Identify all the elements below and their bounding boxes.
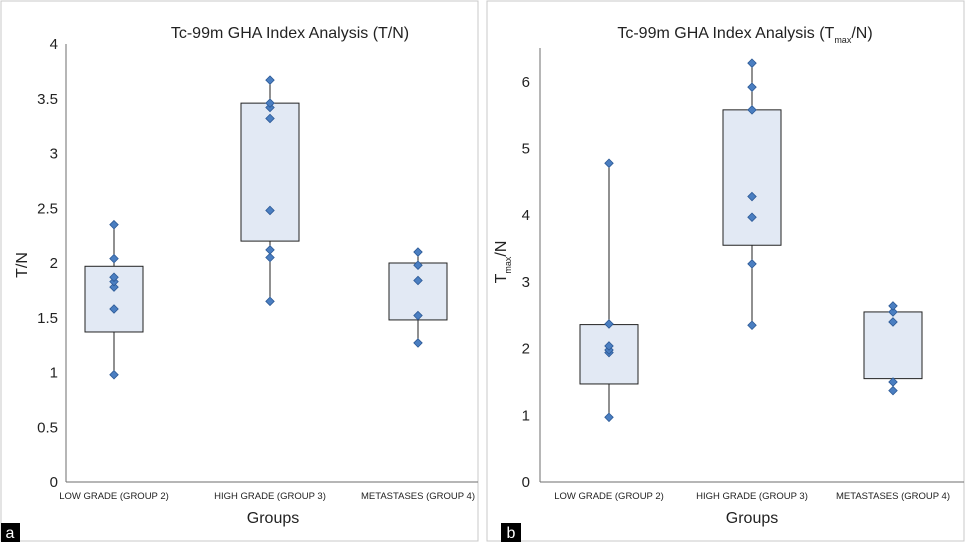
panel-b-y-title-end: /N	[493, 241, 510, 257]
panel-b-y-axis-title: Tmax/N	[493, 241, 513, 284]
data-point	[109, 304, 119, 314]
panel-a-y-axis-title: T/N	[14, 252, 31, 278]
y-tick-label: 0.5	[37, 419, 58, 436]
panel-a-y-ticks: 0 0.5 1 1.5 2 2.5 3 3.5 4	[37, 36, 58, 491]
data-point	[413, 247, 423, 257]
panel-b-y-ticks: 0 1 2 3 4 5 6	[522, 74, 530, 491]
panel-a: Tc-99m GHA Index Analysis (T/N) T/N Grou…	[0, 0, 479, 542]
data-point	[604, 341, 614, 351]
box	[240, 102, 300, 242]
data-point	[747, 58, 757, 68]
data-point	[747, 191, 757, 202]
y-tick-label: 4	[50, 36, 58, 53]
panel-b-title: Tc-99m GHA Index Analysis (Tmax/N)	[617, 25, 872, 45]
panel-b-tag-background	[501, 523, 521, 542]
panel-b-x-axis-title: Groups	[726, 510, 778, 527]
data-point	[413, 310, 423, 321]
panel-b-frame	[486, 0, 965, 542]
panel-b-title-end: /N)	[851, 25, 872, 42]
y-tick-label: 0	[50, 474, 58, 491]
data-point	[265, 205, 275, 216]
data-point	[265, 296, 275, 307]
data-point	[109, 219, 119, 230]
data-point	[265, 98, 275, 108]
box-group	[240, 75, 300, 307]
data-point	[888, 385, 898, 396]
data-point	[413, 338, 423, 348]
box-group	[388, 247, 448, 348]
y-tick-label: 3.5	[37, 91, 58, 108]
data-point	[265, 75, 275, 85]
y-tick-label: 2	[50, 255, 58, 272]
data-point	[413, 275, 423, 286]
data-point	[604, 412, 614, 423]
panel-b-y-title-main: T	[493, 273, 510, 283]
data-point	[747, 105, 757, 115]
category-label: METASTASES (GROUP 4)	[836, 491, 950, 502]
category-label: METASTASES (GROUP 4)	[361, 491, 475, 502]
data-point	[888, 307, 898, 317]
data-point	[747, 259, 757, 269]
data-point	[265, 245, 275, 255]
data-point	[604, 158, 614, 168]
panel-b-tag: b	[507, 525, 516, 542]
y-tick-label: 1.5	[37, 310, 58, 327]
y-tick-label: 3	[50, 146, 58, 163]
data-point	[413, 260, 423, 270]
box-group	[84, 219, 144, 380]
y-tick-label: 3	[522, 274, 530, 291]
box	[388, 262, 448, 321]
category-label: HIGH GRADE (GROUP 3)	[696, 491, 808, 502]
panel-a-title: Tc-99m GHA Index Analysis (T/N)	[171, 25, 409, 42]
y-tick-label: 4	[522, 207, 530, 224]
data-point	[888, 317, 898, 327]
panel-b: Tc-99m GHA Index Analysis (Tmax/N) Tmax/…	[486, 0, 965, 542]
y-tick-label: 1	[522, 407, 530, 424]
panel-b-plot-area	[579, 58, 923, 423]
y-tick-label: 2	[522, 341, 530, 358]
box	[722, 109, 782, 246]
panel-a-tag-background	[1, 523, 20, 542]
panel-a-tag: a	[6, 525, 15, 542]
box-group	[863, 301, 923, 396]
data-point	[604, 319, 614, 329]
category-label: LOW GRADE (GROUP 2)	[59, 491, 169, 502]
y-tick-label: 6	[522, 74, 530, 91]
data-point	[747, 320, 757, 331]
category-label: LOW GRADE (GROUP 2)	[554, 491, 664, 502]
panel-a-frame	[0, 0, 479, 542]
category-label: HIGH GRADE (GROUP 3)	[214, 491, 326, 502]
y-tick-label: 0	[522, 474, 530, 491]
y-tick-label: 1	[50, 365, 58, 382]
data-point	[109, 369, 119, 380]
panel-b-categories: LOW GRADE (GROUP 2) HIGH GRADE (GROUP 3) M…	[554, 491, 950, 502]
data-point	[109, 253, 119, 264]
data-point	[109, 272, 119, 283]
box-group	[722, 58, 782, 331]
y-tick-label: 5	[522, 141, 530, 158]
box-group	[579, 158, 639, 423]
panel-b-title-subscript: max	[834, 35, 852, 45]
data-point	[265, 252, 275, 263]
data-point	[747, 82, 757, 92]
data-point	[109, 282, 119, 292]
panel-a-categories: LOW GRADE (GROUP 2) HIGH GRADE (GROUP 3) M…	[59, 491, 475, 502]
panel-b-title-main: Tc-99m GHA Index Analysis (T	[617, 25, 834, 42]
data-point	[747, 212, 757, 222]
panel-a-plot-area	[84, 75, 448, 380]
panel-a-x-axis-title: Groups	[247, 510, 299, 527]
data-point	[888, 377, 898, 387]
data-point	[265, 113, 275, 124]
data-point	[888, 301, 898, 311]
y-tick-label: 2.5	[37, 200, 58, 217]
panel-b-y-title-subscript: max	[503, 256, 513, 274]
